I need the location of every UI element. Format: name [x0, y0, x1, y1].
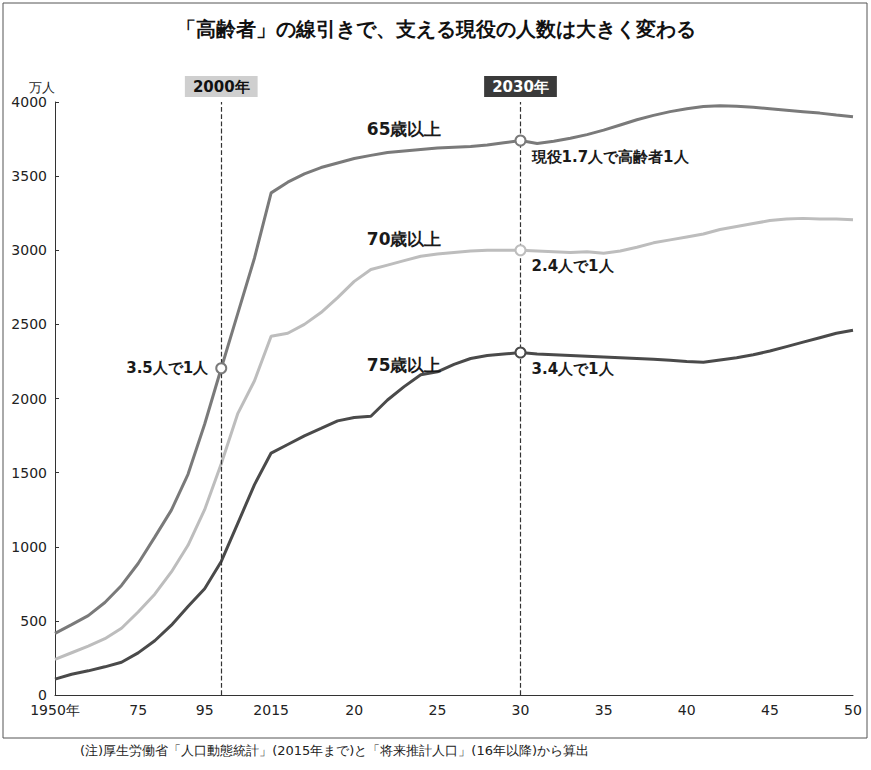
svg-text:3.4人で1人: 3.4人で1人	[532, 360, 615, 378]
svg-text:2000: 2000	[11, 391, 47, 407]
svg-text:現役1.7人で高齢者1人: 現役1.7人で高齢者1人	[531, 148, 690, 166]
svg-text:65歳以上: 65歳以上	[367, 119, 442, 139]
svg-text:35: 35	[595, 702, 613, 718]
svg-text:4000: 4000	[11, 94, 47, 110]
svg-text:2500: 2500	[11, 316, 47, 332]
svg-text:75: 75	[129, 702, 147, 718]
svg-text:2000年: 2000年	[193, 78, 250, 96]
svg-text:30: 30	[512, 702, 530, 718]
svg-text:3000: 3000	[11, 242, 47, 258]
svg-text:2.4人で1人: 2.4人で1人	[532, 257, 615, 275]
svg-text:95: 95	[196, 702, 214, 718]
svg-text:2030年: 2030年	[492, 78, 549, 96]
svg-text:3500: 3500	[11, 168, 47, 184]
svg-text:20: 20	[345, 702, 363, 718]
svg-text:(注)厚生労働省「人口動態統計」(2015年まで)と「将来推: (注)厚生労働省「人口動態統計」(2015年まで)と「将来推計人口」(16年以降…	[80, 743, 589, 758]
svg-text:70歳以上: 70歳以上	[367, 229, 442, 249]
svg-text:0: 0	[38, 687, 47, 703]
svg-text:40: 40	[678, 702, 696, 718]
svg-text:3.5人で1人: 3.5人で1人	[126, 359, 209, 377]
svg-text:50: 50	[844, 702, 862, 718]
svg-text:500: 500	[20, 613, 47, 629]
svg-text:万人: 万人	[29, 80, 55, 95]
svg-text:1500: 1500	[11, 465, 47, 481]
svg-text:25: 25	[428, 702, 446, 718]
svg-text:1950年: 1950年	[30, 702, 80, 718]
svg-text:「高齢者」の線引きで、支える現役の人数は大きく変わる: 「高齢者」の線引きで、支える現役の人数は大きく変わる	[176, 17, 696, 41]
svg-text:75歳以上: 75歳以上	[367, 355, 442, 375]
svg-text:1000: 1000	[11, 539, 47, 555]
svg-text:2015: 2015	[253, 702, 289, 718]
svg-text:45: 45	[761, 702, 779, 718]
